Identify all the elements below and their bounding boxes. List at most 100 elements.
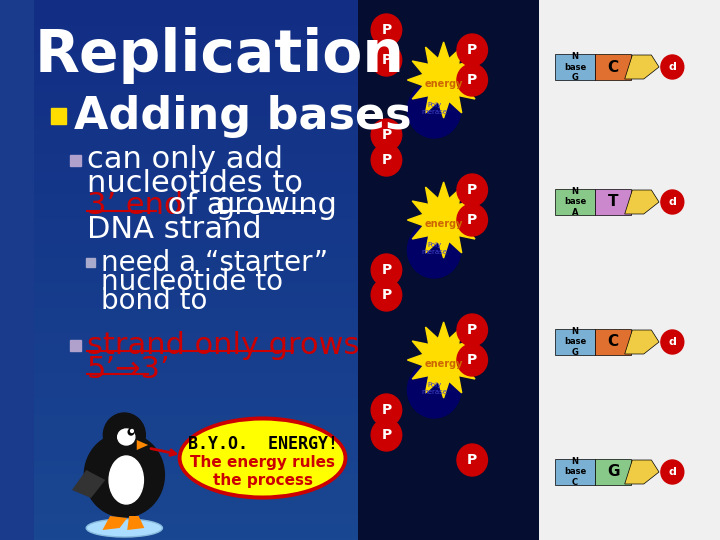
Ellipse shape (86, 519, 163, 537)
FancyBboxPatch shape (555, 459, 595, 485)
Text: P: P (382, 263, 392, 277)
Text: energy: energy (424, 79, 463, 89)
Text: 3’ end: 3’ end (87, 192, 184, 220)
Text: P: P (467, 213, 477, 227)
Polygon shape (408, 42, 480, 118)
Text: C: C (608, 334, 618, 349)
Circle shape (457, 174, 487, 206)
Ellipse shape (181, 421, 343, 496)
FancyBboxPatch shape (51, 108, 66, 124)
Polygon shape (625, 55, 659, 79)
Text: The energy rules: The energy rules (190, 456, 335, 470)
Text: Poly
merase: Poly merase (421, 102, 447, 114)
Circle shape (408, 222, 461, 278)
Polygon shape (625, 460, 659, 484)
Text: P: P (467, 453, 477, 467)
Polygon shape (102, 516, 127, 530)
Text: strand only grows: strand only grows (87, 332, 359, 361)
Text: P: P (467, 43, 477, 57)
Circle shape (130, 429, 133, 433)
Text: energy: energy (424, 359, 463, 369)
Circle shape (372, 144, 402, 176)
Text: P: P (467, 73, 477, 87)
Circle shape (372, 119, 402, 151)
Circle shape (457, 34, 487, 66)
Polygon shape (137, 440, 148, 450)
Text: T: T (608, 194, 618, 210)
Text: nucleotides to: nucleotides to (87, 168, 303, 198)
Text: 5’→3’: 5’→3’ (87, 354, 171, 383)
Ellipse shape (117, 429, 135, 445)
Circle shape (372, 394, 402, 426)
Circle shape (408, 362, 461, 418)
Text: need a “starter”: need a “starter” (101, 249, 328, 277)
Text: d: d (668, 467, 676, 477)
FancyBboxPatch shape (595, 459, 631, 485)
Circle shape (408, 82, 461, 138)
Circle shape (372, 44, 402, 76)
Circle shape (457, 444, 487, 476)
Circle shape (457, 344, 487, 376)
Text: d: d (668, 62, 676, 72)
Circle shape (104, 413, 145, 457)
Text: d: d (668, 197, 676, 207)
Text: of a: of a (158, 192, 235, 220)
Text: P: P (467, 353, 477, 367)
Text: N
base
A: N base A (564, 187, 586, 217)
Circle shape (457, 204, 487, 236)
Text: N
base
G: N base G (564, 327, 586, 357)
Text: growing: growing (215, 192, 337, 220)
Text: the process: the process (212, 472, 312, 488)
FancyBboxPatch shape (555, 329, 595, 355)
Circle shape (457, 64, 487, 96)
Circle shape (661, 55, 684, 79)
FancyBboxPatch shape (555, 54, 595, 80)
Circle shape (372, 419, 402, 451)
Text: energy: energy (424, 219, 463, 229)
FancyBboxPatch shape (70, 155, 81, 166)
FancyBboxPatch shape (539, 0, 720, 540)
FancyBboxPatch shape (86, 258, 95, 267)
Text: P: P (382, 153, 392, 167)
FancyBboxPatch shape (595, 54, 631, 80)
Ellipse shape (178, 416, 347, 500)
Text: B.Y.O.  ENERGY!: B.Y.O. ENERGY! (187, 435, 338, 453)
Circle shape (661, 190, 684, 214)
Text: P: P (382, 53, 392, 67)
Text: P: P (382, 428, 392, 442)
Polygon shape (408, 182, 480, 258)
FancyBboxPatch shape (358, 0, 549, 540)
Text: P: P (467, 323, 477, 337)
Polygon shape (625, 190, 659, 214)
Polygon shape (625, 330, 659, 354)
Text: P: P (382, 128, 392, 142)
Circle shape (457, 314, 487, 346)
Text: N
base
G: N base G (564, 52, 586, 82)
Text: P: P (382, 23, 392, 37)
Circle shape (661, 460, 684, 484)
Text: nucleotide to: nucleotide to (101, 268, 282, 296)
FancyBboxPatch shape (595, 189, 631, 215)
Text: N
base
C: N base C (564, 457, 586, 487)
Circle shape (661, 330, 684, 354)
FancyBboxPatch shape (555, 189, 595, 215)
Text: can only add: can only add (87, 145, 283, 174)
Text: DNA strand: DNA strand (87, 214, 262, 244)
Text: bond to: bond to (101, 287, 207, 315)
Text: Poly
merase: Poly merase (421, 381, 447, 395)
Circle shape (372, 279, 402, 311)
Text: Replication: Replication (35, 26, 405, 84)
Circle shape (128, 429, 134, 435)
Text: C: C (608, 59, 618, 75)
Polygon shape (127, 516, 145, 530)
FancyBboxPatch shape (70, 340, 81, 351)
Polygon shape (408, 322, 480, 398)
Circle shape (84, 433, 164, 517)
Circle shape (372, 14, 402, 46)
Text: Adding bases: Adding bases (74, 94, 411, 138)
Text: P: P (382, 403, 392, 417)
FancyBboxPatch shape (595, 329, 631, 355)
Text: P: P (382, 288, 392, 302)
Text: G: G (607, 464, 619, 480)
Text: d: d (668, 337, 676, 347)
